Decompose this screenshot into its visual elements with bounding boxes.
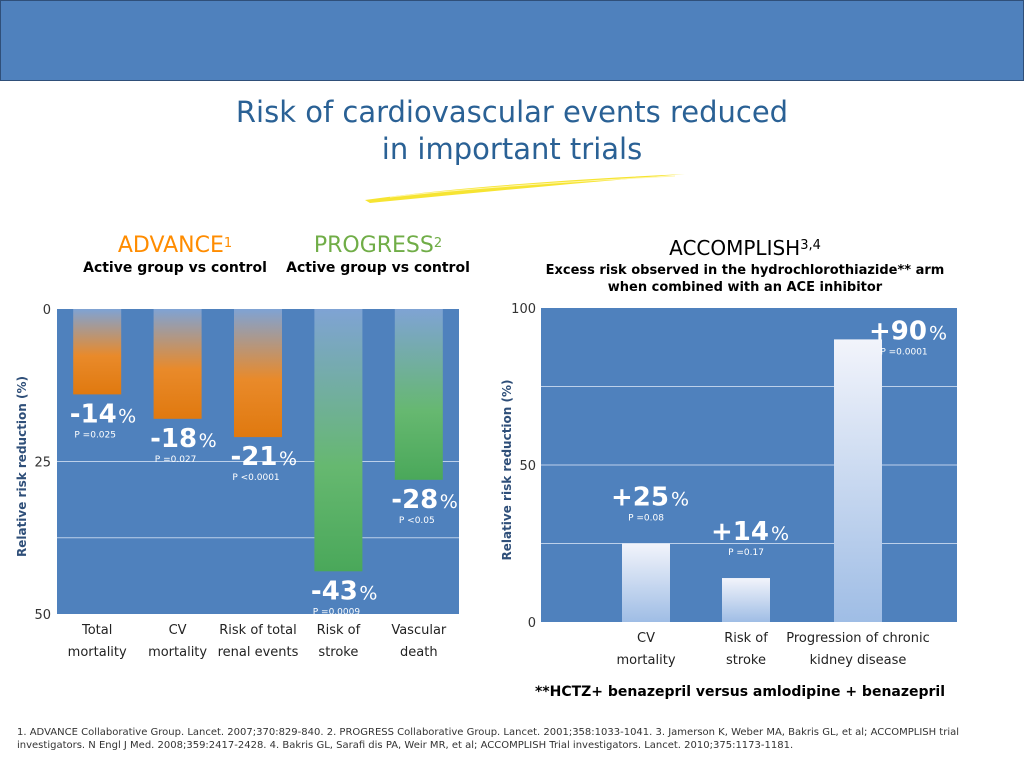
x-tick-label: renal events (218, 645, 299, 660)
title-line-1: Risk of cardiovascular events reduced (235, 95, 789, 129)
y-tick-label: 50 (34, 608, 51, 623)
x-tick-label: stroke (318, 645, 358, 660)
x-tick-label: Progression of chronic (786, 631, 929, 646)
x-tick-label: mortality (616, 653, 675, 668)
x-tick-label: Vascular (391, 623, 447, 638)
p-value-label: P <0.0001 (232, 473, 279, 483)
accomplish-name: ACCOMPLISH3,4 (669, 236, 821, 260)
advance-ref: 1 (223, 236, 233, 251)
percent-sign: % (279, 448, 297, 470)
data-label: -28 (391, 485, 438, 515)
progress-header: PROGRESS2 Active group vs control (283, 232, 473, 277)
data-label: +14 (711, 517, 769, 547)
bar (834, 339, 882, 622)
y-tick-label: 50 (519, 459, 536, 474)
advance-header: ADVANCE1 Active group vs control (80, 232, 270, 277)
p-value-label: P =0.08 (628, 514, 664, 524)
percent-sign: % (199, 430, 217, 452)
progress-ref: 2 (433, 236, 443, 251)
x-tick-label: CV (169, 623, 187, 638)
yellow-swoosh-decoration (365, 174, 685, 203)
slide-title: Risk of cardiovascular events reduced in… (0, 94, 1024, 168)
percent-sign: % (771, 523, 789, 545)
x-tick-label: Risk of (724, 631, 768, 646)
advance-subtitle: Active group vs control (83, 260, 267, 276)
percent-sign: % (929, 322, 947, 344)
percent-sign: % (118, 405, 136, 427)
y-tick-label: 0 (528, 616, 536, 631)
data-label: -14 (70, 399, 117, 429)
bar (622, 543, 670, 622)
percent-sign: % (440, 491, 458, 513)
data-label: -43 (311, 576, 358, 606)
bar (722, 578, 770, 622)
data-label: +90 (869, 316, 927, 346)
accomplish-ref: 3,4 (800, 238, 821, 253)
x-tick-label: mortality (68, 645, 127, 660)
header-bar (0, 0, 1024, 81)
accomplish-subtitle-1: Excess risk observed in the hydrochlorot… (545, 263, 945, 278)
y-axis-title: Relative risk reduction (%) (500, 379, 514, 560)
p-value-label: P =0.025 (74, 430, 116, 440)
bar (153, 309, 202, 419)
p-value-label: P =0.027 (155, 455, 197, 465)
p-value-label: P <0.05 (399, 516, 435, 526)
x-tick-label: Risk of total (219, 623, 296, 638)
p-value-label: P =0.0009 (313, 607, 361, 617)
x-tick-label: kidney disease (810, 653, 907, 668)
x-tick-label: Risk of (317, 623, 361, 638)
bar (394, 309, 443, 480)
title-line-2: in important trials (381, 132, 643, 166)
data-label: +25 (611, 483, 669, 513)
bar (234, 309, 282, 438)
accomplish-header: ACCOMPLISH3,4 Excess risk observed in th… (530, 234, 960, 296)
percent-sign: % (359, 582, 377, 604)
x-tick-label: Total (81, 623, 112, 638)
x-tick-label: death (400, 645, 438, 660)
accomplish-subtitle-2: when combined with an ACE inhibitor (607, 280, 883, 295)
y-tick-label: 0 (43, 303, 51, 318)
progress-subtitle: Active group vs control (286, 260, 470, 276)
y-axis-title: Relative risk reduction (%) (15, 376, 29, 557)
advance-name: ADVANCE1 (117, 233, 233, 258)
p-value-label: P =0.17 (728, 548, 764, 558)
percent-sign: % (671, 489, 689, 511)
x-tick-label: stroke (726, 653, 766, 668)
progress-name: PROGRESS2 (313, 233, 443, 258)
bar (73, 309, 122, 395)
y-tick-label: 25 (34, 456, 51, 471)
references: 1. ADVANCE Collaborative Group. Lancet. … (17, 727, 960, 751)
data-label: -21 (231, 442, 278, 472)
data-label: -18 (150, 424, 197, 454)
bar (314, 309, 363, 572)
x-tick-label: mortality (148, 645, 207, 660)
x-tick-label: CV (637, 631, 655, 646)
y-tick-label: 100 (511, 302, 536, 317)
accomplish-footnote: **HCTZ+ benazepril versus amlodipine + b… (534, 684, 946, 700)
p-value-label: P =0.0001 (880, 347, 927, 357)
